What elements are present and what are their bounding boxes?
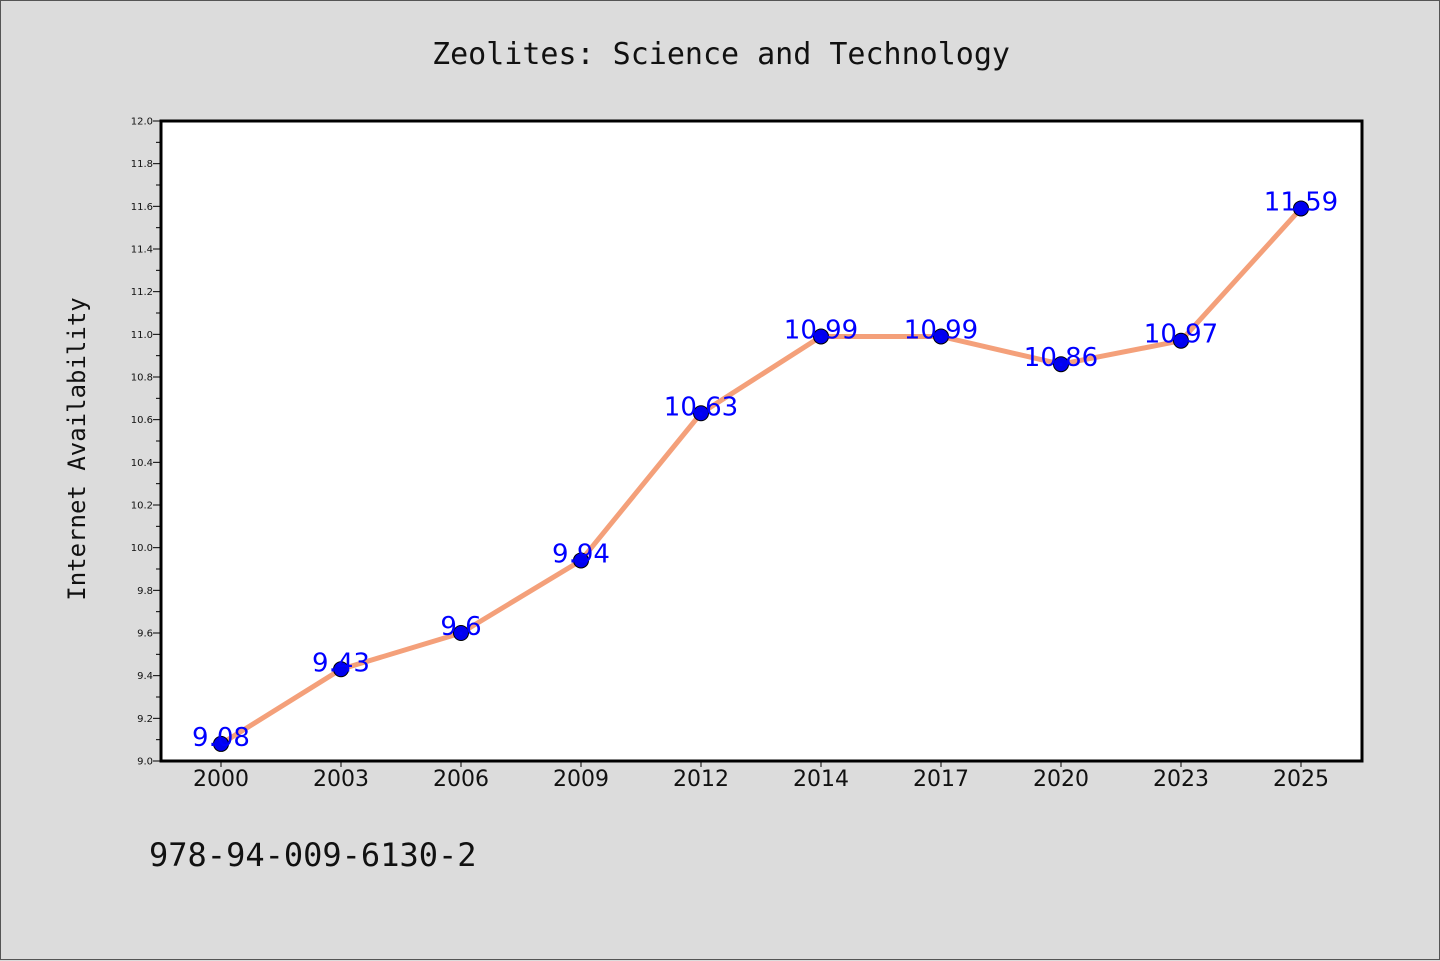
data-label: 9.08	[192, 723, 250, 753]
data-point-marker	[813, 328, 829, 345]
y-tick-label: 9.4	[137, 671, 153, 682]
y-tick-label: 11.6	[131, 202, 153, 213]
data-series	[213, 200, 1309, 752]
y-tick-label: 10.0	[131, 543, 153, 554]
data-label: 9.94	[552, 539, 610, 569]
plot-border	[159, 119, 1364, 763]
data-point-marker	[933, 328, 949, 345]
x-tick-label: 2000	[193, 767, 249, 792]
x-tick-label: 2023	[1153, 767, 1209, 792]
data-point-marker	[333, 661, 349, 678]
chart-title: Zeolites: Science and Technology	[432, 37, 1010, 72]
y-tick-label: 9.8	[137, 586, 153, 597]
data-point-marker	[213, 735, 229, 752]
y-tick-label: 11.4	[131, 245, 153, 256]
series-line	[218, 205, 1304, 747]
y-tick-label: 9.2	[137, 714, 153, 725]
y-tick-label: 10.2	[131, 501, 153, 512]
x-tick-label: 2006	[433, 767, 489, 792]
y-tick-label: 11.0	[131, 330, 153, 341]
data-point-marker	[1293, 200, 1309, 217]
y-tick-label: 12.0	[131, 117, 153, 128]
data-point-marker	[1173, 332, 1189, 349]
x-tick-label: 2020	[1033, 767, 1089, 792]
data-label: 9.43	[312, 648, 370, 678]
y-tick-label: 10.6	[131, 415, 153, 426]
y-tick-label: 11.2	[131, 287, 153, 298]
data-point-marker	[1053, 356, 1069, 373]
x-tick-label: 2009	[553, 767, 609, 792]
x-tick-label: 2017	[913, 767, 969, 792]
data-point-marker	[573, 552, 589, 569]
data-label: 10.97	[1144, 320, 1218, 350]
y-axis-label: Internet Availability	[63, 297, 91, 600]
plot-area	[161, 121, 1362, 761]
x-tick-label: 2014	[793, 767, 849, 792]
data-label: 10.99	[904, 315, 978, 345]
data-label: 11.59	[1264, 187, 1338, 217]
data-label: 10.99	[784, 315, 858, 345]
axis-ticks: 9.0 9.2 9.4 9.6 9.8 10.0 10.2 10.4 10.6 10.8 11.0 1…	[131, 117, 1329, 793]
data-label: 10.86	[1024, 343, 1098, 373]
y-tick-label: 10.4	[131, 458, 153, 469]
data-labels: 9.08 9.43 9.6 9.94 10.63 10.99 10.99 10.86 10.97…	[192, 187, 1338, 752]
y-tick-label: 9.0	[137, 757, 153, 768]
y-tick-label: 10.8	[131, 373, 153, 384]
data-label: 9.6	[440, 612, 481, 642]
x-tick-label: 2025	[1273, 767, 1329, 792]
x-tick-label: 2003	[313, 767, 369, 792]
data-point-marker	[693, 405, 709, 422]
y-tick-label: 9.6	[137, 629, 153, 640]
y-tick-label: 11.8	[131, 159, 153, 170]
x-tick-label: 2012	[673, 767, 729, 792]
data-point-marker	[453, 625, 469, 641]
data-label: 10.63	[664, 392, 738, 422]
isbn-text: 978-94-009-6130-2	[149, 836, 477, 874]
